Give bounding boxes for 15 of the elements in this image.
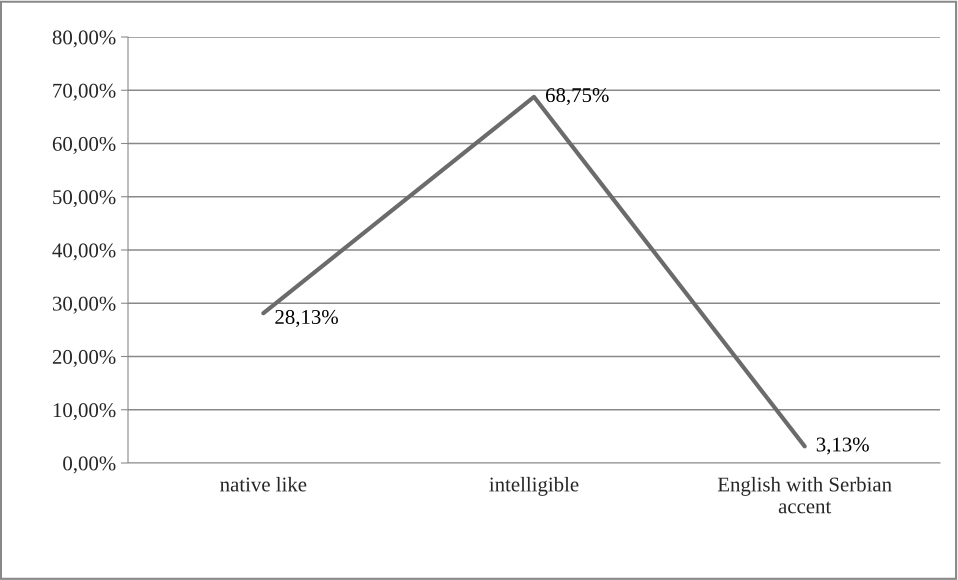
x-tick-label: native like	[220, 476, 306, 492]
data-label: 28,13%	[275, 310, 338, 327]
y-tick-label: 70,00%	[53, 84, 116, 101]
x-tick-label: intelligible	[489, 476, 578, 496]
data-label: 68,75%	[546, 88, 609, 106]
y-tick-label: 0,00%	[63, 456, 116, 474]
y-tick-label: 80,00%	[52, 30, 116, 48]
y-tick-label: 50,00%	[53, 190, 116, 208]
y-tick-label: 20,00%	[52, 350, 116, 367]
x-tick-label: English with Serbian accent	[718, 476, 892, 514]
y-tick-label: 40,00%	[52, 243, 116, 260]
y-tick-label: 30,00%	[52, 296, 116, 314]
data-label: 3,13%	[816, 437, 869, 455]
y-tick-label: 60,00%	[52, 136, 116, 154]
y-tick-label: 10,00%	[54, 403, 116, 420]
